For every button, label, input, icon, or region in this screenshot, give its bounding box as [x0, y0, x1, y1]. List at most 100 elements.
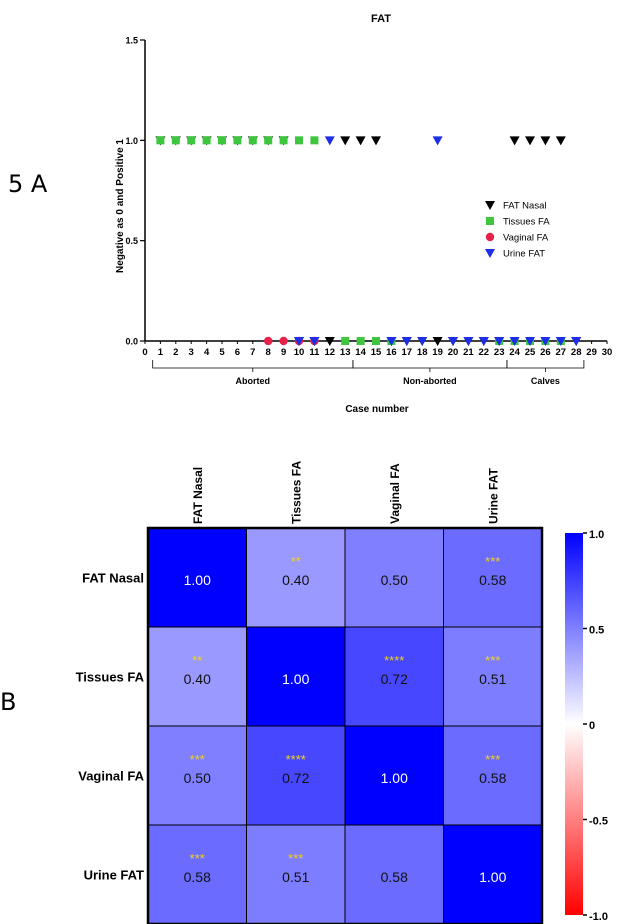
data-point — [355, 136, 366, 146]
heatmap-cell — [344, 527, 444, 628]
x-tick-label: 7 — [250, 347, 255, 358]
cell-value-label: 1.00 — [479, 869, 506, 885]
heatmap-border — [146, 526, 544, 924]
heatmap-cell — [246, 626, 346, 727]
data-point — [448, 337, 458, 346]
significance-stars: *** — [288, 851, 303, 866]
y-axis-label: Negative as 0 and Positive 1 — [115, 139, 126, 273]
cell-value-label: 1.00 — [282, 671, 309, 687]
column-label: Tissues FA — [290, 461, 304, 524]
data-point — [372, 337, 380, 345]
y-tick-label: 1.5 — [125, 36, 138, 46]
heatmap-cell — [443, 824, 543, 924]
data-point — [324, 136, 335, 146]
x-tick-label: 28 — [571, 347, 582, 358]
significance-stars: *** — [190, 752, 205, 767]
data-point — [324, 337, 335, 346]
group-label: Calves — [531, 376, 560, 386]
x-tick-label: 22 — [479, 347, 490, 358]
data-point — [279, 136, 288, 145]
data-point — [417, 337, 428, 346]
cell-value-label: 0.72 — [381, 671, 408, 687]
data-point — [555, 136, 566, 146]
data-point — [571, 337, 582, 346]
cell-value-label: 0.58 — [184, 869, 211, 885]
x-tick-label: 8 — [266, 347, 271, 358]
group-label: Non-aborted — [403, 376, 457, 386]
x-tick-label: 13 — [340, 347, 351, 358]
x-tick-label: 26 — [540, 347, 551, 358]
row-label: Tissues FA — [76, 670, 145, 685]
panel-label-b: B — [0, 688, 17, 716]
data-point — [555, 337, 566, 346]
column-label: Vaginal FA — [388, 463, 402, 524]
colorbar-tick-label: 0 — [589, 720, 595, 732]
x-tick-label: 6 — [235, 347, 240, 358]
x-tick-label: 20 — [448, 347, 459, 358]
y-tick-label: 1.0 — [125, 136, 138, 146]
cell-value-label: 0.50 — [381, 572, 408, 588]
colorbar-tick-label: -0.5 — [589, 816, 608, 828]
x-tick-label: 10 — [294, 347, 305, 358]
x-tick-label: 3 — [189, 347, 194, 358]
significance-stars: ** — [192, 653, 202, 668]
legend-marker — [485, 201, 495, 210]
group-bracket — [152, 360, 354, 369]
data-point — [340, 136, 351, 146]
heatmap-cell — [443, 725, 543, 826]
heatmap-cell — [443, 527, 543, 628]
data-point — [156, 136, 165, 145]
significance-stars: *** — [485, 752, 500, 767]
legend-marker — [486, 217, 494, 225]
significance-stars: **** — [286, 752, 306, 767]
cell-value-label: 0.58 — [479, 572, 506, 588]
legend-marker — [485, 249, 495, 258]
data-point — [432, 136, 443, 146]
heatmap-cell — [246, 824, 346, 924]
data-point — [248, 136, 257, 145]
data-point — [171, 136, 180, 145]
cell-value-label: 0.40 — [282, 572, 309, 588]
group-bracket — [352, 360, 508, 369]
x-tick-label: 2 — [173, 347, 178, 358]
x-tick-label: 9 — [281, 347, 286, 358]
data-point — [463, 337, 474, 346]
x-axis-label: Case number — [345, 404, 408, 415]
legend-label: Tissues FA — [503, 217, 550, 228]
group-bracket — [506, 360, 585, 369]
data-point — [295, 136, 303, 145]
legend-label: Vaginal FA — [503, 233, 549, 244]
data-point — [341, 337, 350, 345]
x-tick-label: 21 — [463, 347, 474, 358]
data-point — [294, 337, 304, 346]
x-tick-label: 17 — [402, 347, 413, 358]
cell-value-label: 0.50 — [184, 770, 211, 786]
heatmap-cell — [147, 824, 247, 924]
row-label: FAT Nasal — [82, 571, 144, 586]
x-tick-label: 16 — [386, 347, 397, 358]
heatmap-cell — [246, 725, 346, 826]
significance-stars: *** — [485, 554, 500, 569]
significance-stars: **** — [384, 653, 404, 668]
data-point — [310, 136, 319, 145]
scatter-chart: FAT Negative as 0 and Positive 1 Case nu… — [115, 13, 612, 415]
data-point — [386, 337, 397, 346]
heatmap-chart: FAT Nasal Tissues FA Vaginal FA Urine FAT F… — [76, 461, 608, 924]
x-tick-label: 12 — [325, 347, 336, 358]
heatmap-cell — [344, 626, 444, 727]
significance-stars: *** — [485, 653, 500, 668]
data-point — [356, 337, 365, 345]
data-point — [218, 136, 226, 145]
data-point — [233, 136, 242, 145]
data-point — [264, 336, 273, 346]
x-tick-label: 24 — [509, 347, 520, 358]
data-point — [371, 136, 381, 146]
row-label: Urine FAT — [84, 868, 144, 883]
data-point — [509, 337, 520, 346]
cell-value-label: 0.58 — [479, 770, 506, 786]
data-point — [540, 136, 551, 146]
data-point — [202, 136, 211, 145]
colorbar-bar — [565, 533, 583, 915]
data-point — [525, 337, 535, 346]
chart-title: FAT — [371, 13, 391, 25]
